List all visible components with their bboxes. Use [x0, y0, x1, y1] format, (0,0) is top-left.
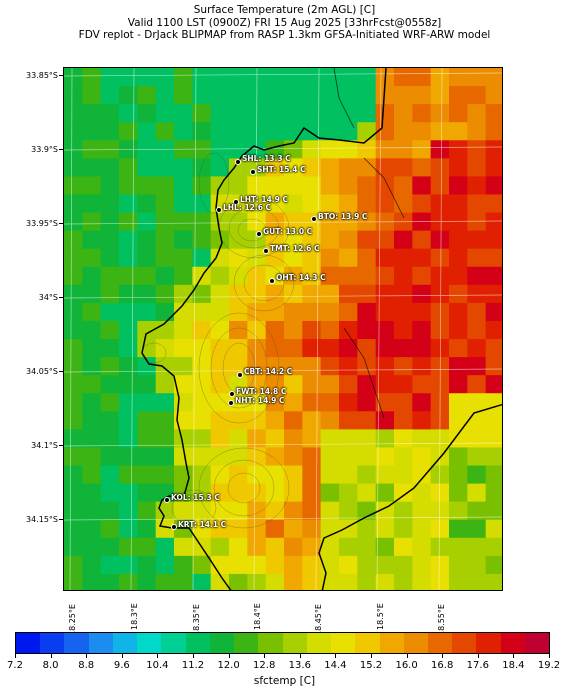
- colorbar-label: sfctemp [C]: [253, 675, 316, 687]
- title-line-3: FDV replot - DrJack BLIPMAP from RASP 1.…: [78, 29, 491, 41]
- municipal-boundaries: [333, 68, 405, 419]
- site-label-sht: SHT: 15.4 C: [257, 165, 306, 174]
- site-label-krt: KRT: 14.1 C: [178, 520, 227, 529]
- colorbar-swatch: [379, 633, 404, 653]
- colorbar-swatch: [500, 633, 525, 653]
- colorbar-swatch: [355, 633, 380, 653]
- colorbar-swatch: [403, 633, 428, 653]
- title-line-2: Valid 1100 LST (0900Z) FRI 15 Aug 2025 […: [127, 16, 442, 29]
- coastline: [141, 68, 502, 590]
- lat-label-339: 33.9°S: [31, 145, 58, 154]
- site-label-nht: NHT: 14.9 C: [235, 396, 285, 405]
- lon-label-183: 18.3°E: [130, 603, 139, 630]
- colorbar-swatch: [258, 633, 283, 653]
- colorbar-tick-label: 17.6: [466, 660, 489, 671]
- colorbar: [15, 632, 550, 654]
- site-label-fwt: FWT: 14.8 C: [236, 387, 287, 396]
- temperature-grid: [64, 68, 502, 590]
- map-title: Surface Temperature (2m AGL) [C] Valid 1…: [0, 4, 569, 42]
- site-label-cbt: CBT: 14.2 C: [244, 367, 293, 376]
- colorbar-tick-label: 8.8: [78, 660, 95, 671]
- colorbar-tick-label: 12.8: [253, 660, 276, 671]
- colorbar-swatch: [476, 633, 501, 653]
- lat-label-34: 34°S: [38, 293, 58, 302]
- colorbar-swatch: [331, 633, 356, 653]
- colorbar-swatch: [234, 633, 259, 653]
- temperature-map[interactable]: [63, 67, 503, 591]
- colorbar-tick-label: 15.2: [359, 660, 383, 671]
- colorbar-swatch: [282, 633, 307, 653]
- colorbar-swatch: [161, 633, 186, 653]
- lat-label-3395: 33.95°S: [26, 219, 58, 228]
- site-label-oht: OHT: 14.3 C: [276, 273, 326, 282]
- colorbar-swatch: [88, 633, 113, 653]
- colorbar-tick-label: 16.8: [431, 660, 454, 671]
- site-label-bto: BTO: 13.9 C: [318, 212, 368, 221]
- lat-label-341: 34.1°S: [31, 441, 58, 450]
- site-label-shl: SHL: 13.3 C: [242, 154, 291, 163]
- colorbar-swatch: [137, 633, 162, 653]
- colorbar-swatch: [112, 633, 138, 653]
- colorbar-tick-label: 10.4: [146, 660, 169, 671]
- colorbar-tick-label: 13.6: [288, 660, 311, 671]
- colorbar-tick-label: 7.2: [7, 660, 23, 671]
- colorbar-tick-label: 9.6: [113, 660, 130, 671]
- colorbar-swatch: [185, 633, 210, 653]
- lon-label-184: 18.4°E: [253, 603, 262, 630]
- colorbar-swatch: [427, 633, 453, 653]
- colorbar-tick-label: 14.4: [324, 660, 347, 671]
- colorbar-tick-label: 12.0: [217, 660, 240, 671]
- colorbar-tick-label: 18.4: [502, 660, 525, 671]
- colorbar-swatch: [209, 633, 235, 653]
- colorbar-tick-label: 8.0: [42, 660, 59, 671]
- site-label-tmt: TMT: 12.6 C: [270, 244, 320, 253]
- site-label-gut: GUT: 13.0 C: [263, 227, 313, 236]
- colorbar-swatch: [524, 633, 550, 653]
- colorbar-swatch: [452, 633, 477, 653]
- site-label-lht: LHT: 14.9 C: [240, 195, 288, 204]
- colorbar-swatch: [306, 633, 332, 653]
- lat-label-3405: 34.05°S: [26, 367, 58, 376]
- colorbar-tick-label: 19.2: [537, 660, 561, 671]
- colorbar-swatch: [16, 633, 41, 653]
- lat-label-3415: 34.15°S: [26, 515, 58, 524]
- colorbar-swatch: [64, 633, 89, 653]
- colorbar-tick-label: 11.2: [181, 660, 205, 671]
- lat-label-3385: 33.85°S: [26, 71, 58, 80]
- site-label-kol: KOL: 15.3 C: [171, 493, 220, 502]
- title-line-1: Surface Temperature (2m AGL) [C]: [193, 4, 376, 16]
- colorbar-tick-label: 16.0: [395, 660, 418, 671]
- lon-label-185: 18.5°E: [376, 603, 385, 630]
- colorbar-swatch: [40, 633, 65, 653]
- site-label-lhl: LHL: 12.6 C: [223, 203, 272, 212]
